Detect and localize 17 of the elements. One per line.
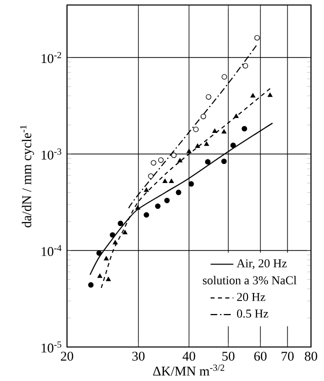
- x-tick-label: 50: [222, 352, 234, 361]
- y-tick-label: 10$^{-5}$: [42, 341, 62, 353]
- legend-label: 0.5 Hz: [237, 310, 268, 318]
- legend-title: solution a 3% NaCl: [202, 276, 296, 284]
- x-tick-label: 80: [304, 352, 318, 361]
- y-tick-label: 10$^{-3}$: [42, 148, 62, 160]
- y-axis-title: da/dN / mm cycle$^{-1}$: [20, 125, 34, 228]
- legend-label: Air, 20 Hz: [236, 259, 287, 270]
- legend-label: 20 Hz: [237, 292, 266, 302]
- y-tick-label: 10$^{-4}$: [42, 244, 62, 256]
- x-tick-label: 70: [282, 352, 294, 361]
- y-tick-label: 10$^{-2}$: [42, 52, 62, 64]
- x-tick-label: 30: [132, 352, 145, 361]
- x-tick-label: 20: [60, 352, 74, 361]
- x-axis-title: ΔK/MN m$^{-3/2}$: [153, 364, 224, 376]
- x-tick-label: 40: [182, 352, 196, 361]
- x-tick-label: 60: [254, 352, 267, 361]
